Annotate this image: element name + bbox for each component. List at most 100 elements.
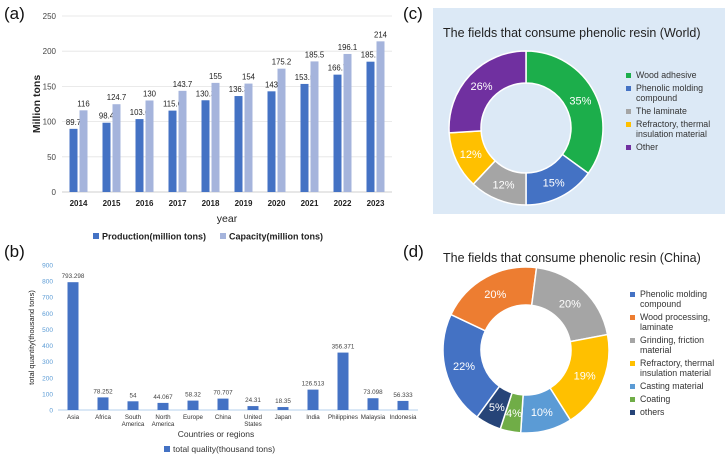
panel-label-b: (b) xyxy=(4,242,25,261)
chart-d-legend-label-2: Grinding, friction material xyxy=(640,335,705,355)
xtick-label-b-asia-0: Asia xyxy=(67,414,80,421)
bar-a-2018-production xyxy=(201,100,210,192)
y-axis-label-a: Million tons xyxy=(31,75,43,133)
xtick-label-b-north-america-1: America xyxy=(152,421,175,428)
xtick-label-b-malaysia-0: Malaysia xyxy=(361,414,386,421)
chart-d-legend-item-1: Wood processing, laminate xyxy=(630,312,726,332)
xtick-label-b-south-america-1: America xyxy=(122,421,145,428)
bar-a-2022-capacity xyxy=(343,53,352,192)
ytick-label-b-6: 600 xyxy=(42,311,53,318)
bar-a-2020-capacity xyxy=(277,68,286,192)
data-label-a-2020-capacity: 175.2 xyxy=(272,58,292,67)
bar-a-2019-capacity xyxy=(244,83,253,192)
data-label-a-2023-production: 185.1 xyxy=(361,51,381,60)
chart-d-legend-swatch-2 xyxy=(630,337,635,343)
data-label-b-indonesia: 56.333 xyxy=(393,392,413,399)
chart-d-legend-swatch-4 xyxy=(630,383,635,389)
chart-c-slice-0 xyxy=(525,50,604,175)
legend-swatch-a-0 xyxy=(93,233,99,239)
chart-d-legend-item-5: Coating xyxy=(630,394,726,404)
chart-d-legend: Phenolic molding compound Wood processing… xyxy=(630,289,726,420)
chart-c-legend-item-2: The laminate xyxy=(626,106,726,116)
chart-c-legend: Wood adhesive Phenolic molding compound Th… xyxy=(626,70,726,155)
chart-d-title: The fields that consume phenolic resin (… xyxy=(443,251,701,265)
chart-d-legend-label-5: Coating xyxy=(640,394,671,404)
xtick-label-b-indonesia-0: Indonesia xyxy=(390,414,417,421)
ytick-label-b-4: 400 xyxy=(42,343,53,350)
bar-b-africa xyxy=(97,397,109,410)
chart-c-legend-label-0: Wood adhesive xyxy=(636,70,697,80)
bar-a-2018-capacity xyxy=(211,82,220,192)
chart-c-legend-label-2: The laminate xyxy=(636,106,687,116)
ytick-label-a-0: 0 xyxy=(52,188,57,197)
bar-b-japan xyxy=(277,407,289,410)
chart-d-legend-label-6: others xyxy=(640,407,665,417)
ytick-label-b-1: 100 xyxy=(42,391,53,398)
ytick-label-b-3: 300 xyxy=(42,359,53,366)
legend-swatch-b-0 xyxy=(164,446,170,452)
bar-a-2017-production xyxy=(168,110,177,192)
data-label-a-2017-capacity: 143.7 xyxy=(173,80,193,89)
chart-c-legend-label-3: Refractory, thermal insulation material xyxy=(636,119,711,139)
data-label-a-2019-capacity: 154 xyxy=(242,73,256,82)
xtick-label-a-2015: 2015 xyxy=(103,199,121,208)
xtick-label-b-philippines-0: Philippines xyxy=(328,414,358,421)
ytick-label-a-3: 150 xyxy=(43,82,57,91)
bar-a-2020-production xyxy=(267,91,276,192)
chart-d-legend-swatch-5 xyxy=(630,396,635,402)
bar-a-2021-capacity xyxy=(310,61,319,192)
chart-d-legend-item-3: Refractory, thermal insulation material xyxy=(630,358,726,378)
bar-a-2016-capacity xyxy=(145,100,154,192)
data-label-a-2021-production: 153.5 xyxy=(295,73,315,82)
ytick-label-b-7: 700 xyxy=(42,295,53,302)
chart-c-legend-swatch-2 xyxy=(626,108,631,114)
chart-c-donut: 35% 15% 12% 12% 26% xyxy=(448,50,604,206)
xtick-label-a-2016: 2016 xyxy=(136,199,154,208)
chart-d-slice-6 xyxy=(476,385,513,430)
data-label-a-2021-capacity: 185.5 xyxy=(305,50,325,59)
data-label-a-2022-capacity: 196.1 xyxy=(338,43,358,52)
data-label-b-malaysia: 73.098 xyxy=(363,389,383,396)
chart-d-slice-label-5: 4% xyxy=(506,408,522,420)
data-label-b-united-states: 24.31 xyxy=(245,397,261,404)
data-label-a-2014-production: 89.7 xyxy=(66,118,81,127)
bar-a-2022-production xyxy=(333,74,342,192)
chart-c-legend-item-0: Wood adhesive xyxy=(626,70,726,80)
chart-d-legend-item-2: Grinding, friction material xyxy=(630,335,726,355)
chart-d-legend-swatch-0 xyxy=(630,291,635,297)
bar-b-philippines xyxy=(337,352,349,410)
data-label-b-north-america: 44.067 xyxy=(153,394,173,401)
chart-c-legend-swatch-3 xyxy=(626,121,631,127)
chart-d-donut: 22% 20% 20% 19% 10% 4%5% xyxy=(442,266,610,434)
data-label-a-2017-production: 115.6 xyxy=(163,100,182,109)
ytick-label-b-2: 200 xyxy=(42,375,53,382)
bar-a-2016-production xyxy=(135,119,144,192)
chart-d-legend-label-0: Phenolic molding compound xyxy=(640,289,707,309)
data-label-a-2014-capacity: 116 xyxy=(77,99,89,108)
panel-label-c: (c) xyxy=(403,4,423,23)
chart-c-legend-swatch-1 xyxy=(626,85,631,91)
chart-b-total-quantity: 0 100 200 300 400 500 600 700 800 900 total quanti… xyxy=(27,263,418,454)
chart-c-legend-item-3: Refractory, thermal insulation material xyxy=(626,119,726,139)
ytick-label-a-1: 50 xyxy=(47,153,56,162)
ytick-label-b-5: 500 xyxy=(42,327,53,334)
chart-d-legend-swatch-3 xyxy=(630,360,635,366)
bar-b-north-america xyxy=(157,402,169,410)
chart-c-slice-4 xyxy=(448,50,527,134)
data-label-b-europe: 58.32 xyxy=(185,392,201,399)
data-label-b-japan: 18.35 xyxy=(275,398,291,405)
chart-c-legend-label-1: Phenolic molding compound xyxy=(636,83,703,103)
ytick-label-a-5: 250 xyxy=(43,12,57,21)
data-label-a-2015-capacity: 124.7 xyxy=(107,93,127,102)
chart-d-legend-label-4: Casting material xyxy=(640,381,704,391)
xtick-label-b-south-america-0: South xyxy=(125,414,142,421)
chart-a-production-capacity: 0 50 100 150 200 250 Million tons 89.7 116 2014 98… xyxy=(31,12,392,242)
chart-c-slice-label-4: 26% xyxy=(471,81,493,93)
data-label-a-2023-capacity: 214 xyxy=(374,30,388,39)
data-label-a-2015-production: 98.4 xyxy=(99,112,115,121)
data-label-a-2016-production: 103.6 xyxy=(130,108,150,117)
legend-swatch-a-1 xyxy=(220,233,226,239)
bar-b-europe xyxy=(187,400,199,410)
xtick-label-a-2021: 2021 xyxy=(301,199,319,208)
data-label-a-2019-production: 136.3 xyxy=(229,85,249,94)
